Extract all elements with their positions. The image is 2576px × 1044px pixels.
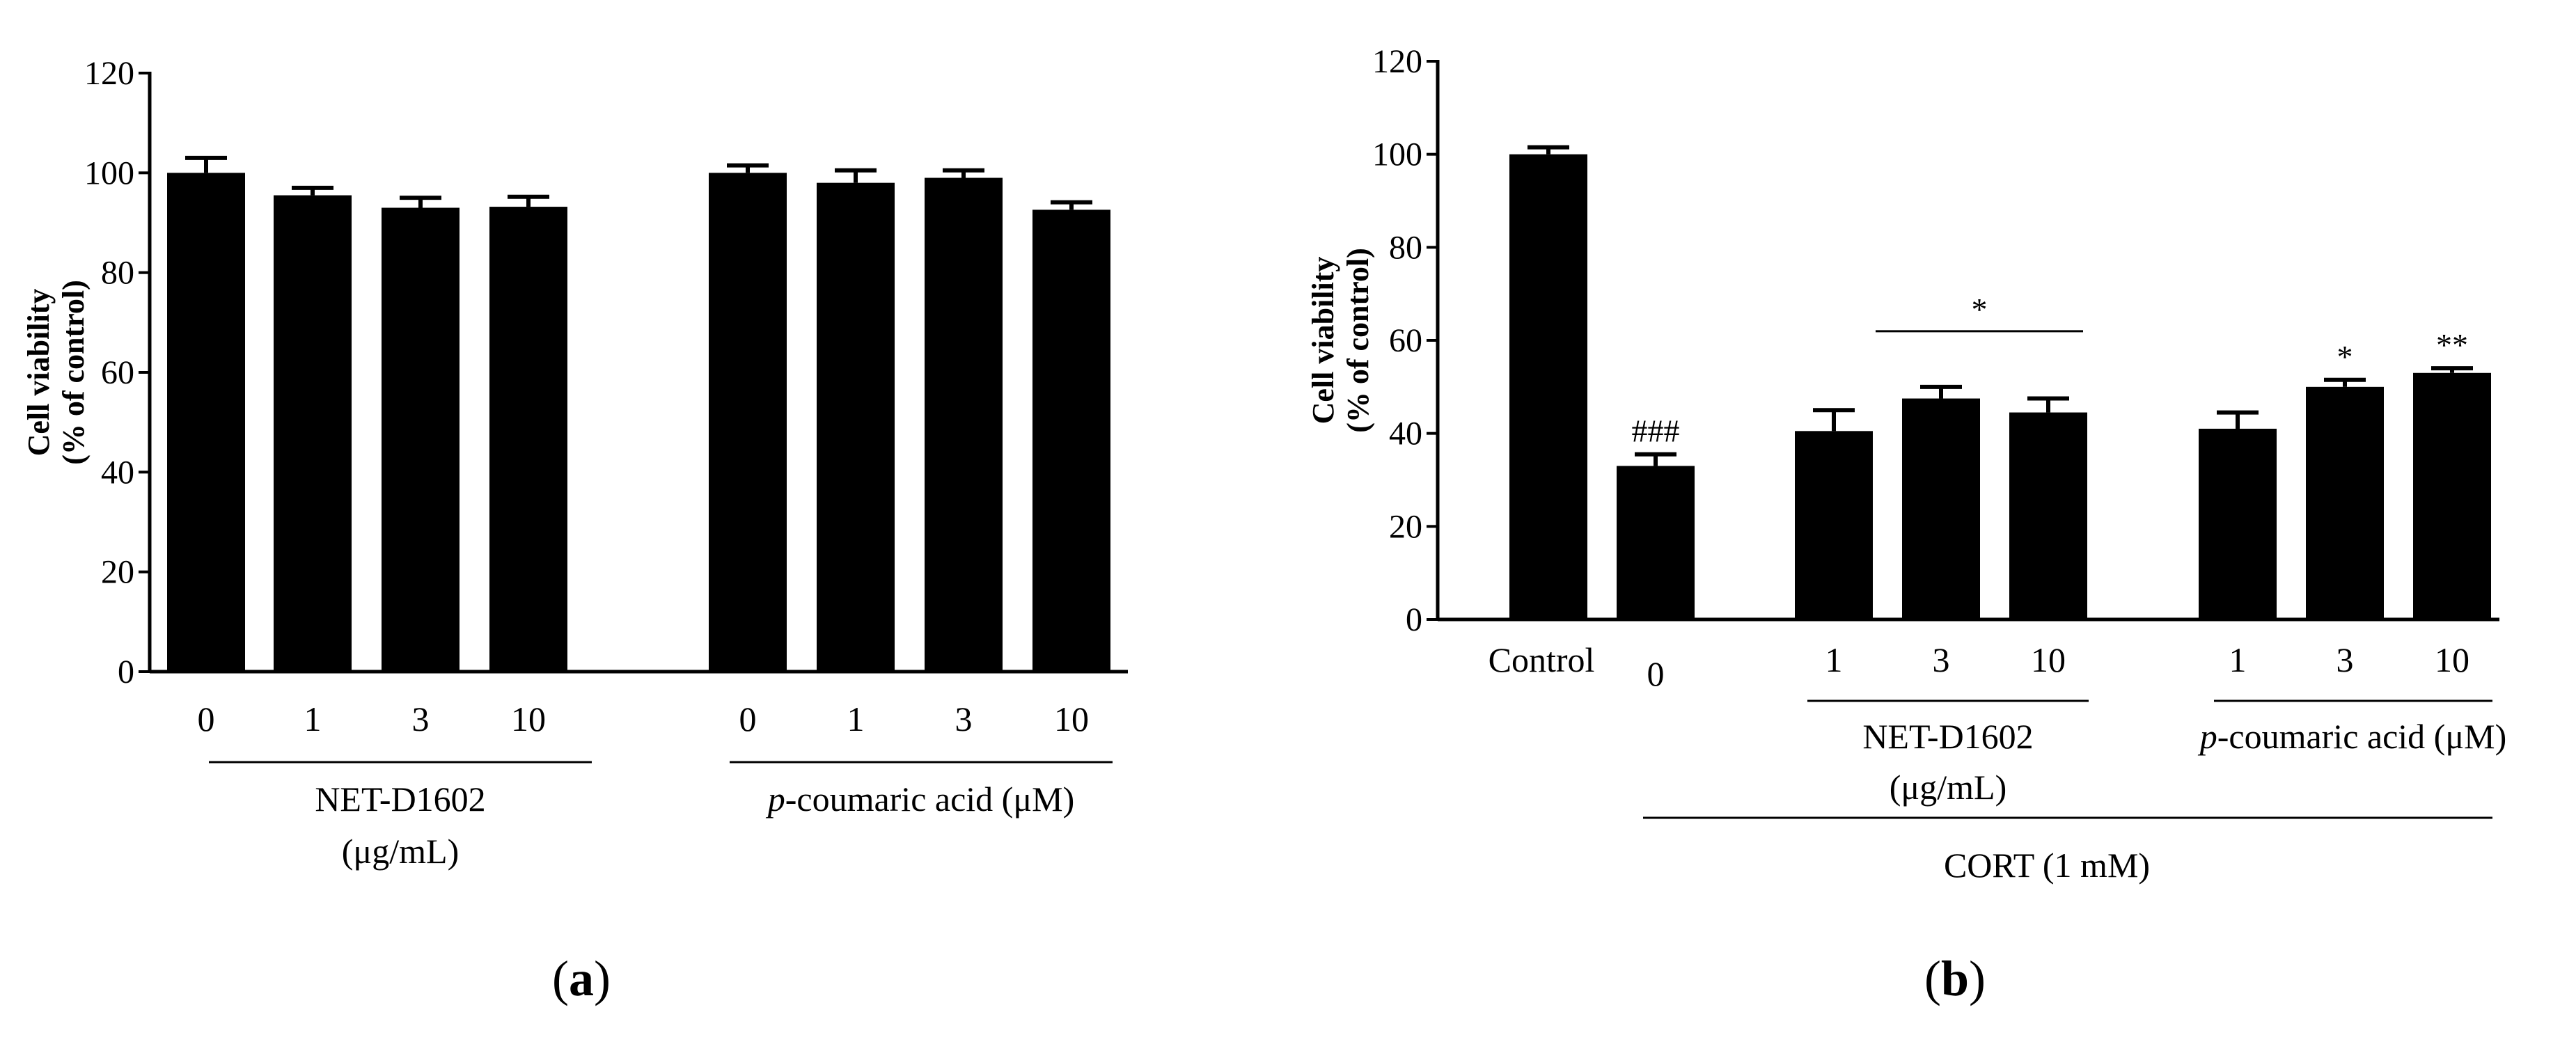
bar (2413, 372, 2491, 619)
panel-label: (b) (1924, 951, 1986, 1006)
y-tick-label: 120 (84, 55, 134, 92)
y-axis-title: (% of control) (1341, 248, 1375, 433)
significance-mark: * (1972, 292, 1988, 327)
bar (817, 182, 895, 672)
x-tick-label: 3 (955, 699, 973, 738)
group-label: (μg/mL) (1890, 768, 2006, 807)
bar (1032, 209, 1110, 672)
y-tick-label: 20 (101, 554, 134, 591)
bar (1509, 154, 1587, 619)
y-axis-title: Cell viability (1306, 257, 1340, 425)
y-tick-label: 100 (1372, 136, 1422, 173)
group-label: NET-D1602 (1862, 717, 2033, 756)
y-tick-label: 120 (1372, 43, 1422, 80)
x-tick-label: 10 (511, 699, 546, 738)
y-tick-label: 0 (118, 654, 134, 690)
y-tick-label: 80 (101, 255, 134, 292)
x-tick-label: 1 (2229, 640, 2247, 679)
x-tick-label: Control (1489, 640, 1595, 679)
bar (167, 173, 245, 672)
bar (1902, 398, 1980, 619)
x-tick-label: 10 (2435, 640, 2469, 679)
y-tick-label: 0 (1406, 601, 1422, 638)
group-label: NET-D1602 (315, 780, 485, 818)
x-tick-label: 1 (1825, 640, 1843, 679)
y-tick-label: 40 (101, 454, 134, 491)
x-tick-label: 10 (1054, 699, 1089, 738)
bar (2199, 428, 2277, 619)
bar (709, 173, 787, 672)
x-tick-label: 0 (198, 699, 215, 738)
bar (925, 177, 1003, 672)
significance-mark: ** (2436, 327, 2468, 363)
bar (2306, 386, 2384, 619)
x-tick-label: 0 (739, 699, 757, 738)
x-tick-label: 0 (1647, 654, 1665, 693)
y-tick-label: 60 (101, 354, 134, 391)
bar (1617, 466, 1695, 619)
bar (489, 207, 567, 672)
bar (1795, 431, 1873, 619)
panel-label: (a) (552, 951, 611, 1006)
x-tick-label: 3 (412, 699, 430, 738)
treatment-label: CORT (1 mM) (1944, 846, 2150, 885)
y-tick-label: 100 (84, 155, 134, 191)
y-tick-label: 60 (1389, 322, 1422, 359)
y-axis-title: (% of control) (56, 280, 91, 465)
y-tick-label: 20 (1389, 508, 1422, 545)
group-label: p-coumaric acid (μM) (766, 780, 1075, 818)
group-label: p-coumaric acid (μM) (2198, 717, 2507, 756)
bar (2009, 412, 2087, 619)
bar (382, 207, 460, 672)
x-tick-label: 10 (2031, 640, 2066, 679)
bar (274, 195, 352, 672)
significance-mark: * (2337, 339, 2353, 374)
y-tick-label: 40 (1389, 416, 1422, 452)
x-tick-label: 1 (847, 699, 865, 738)
y-axis-title: Cell viability (22, 289, 56, 457)
x-tick-label: 3 (1933, 640, 1950, 679)
y-tick-label: 80 (1389, 229, 1422, 266)
x-tick-label: 3 (2337, 640, 2354, 679)
group-label: (μg/mL) (342, 832, 459, 871)
significance-mark: ### (1632, 413, 1680, 449)
x-tick-label: 1 (304, 699, 322, 738)
